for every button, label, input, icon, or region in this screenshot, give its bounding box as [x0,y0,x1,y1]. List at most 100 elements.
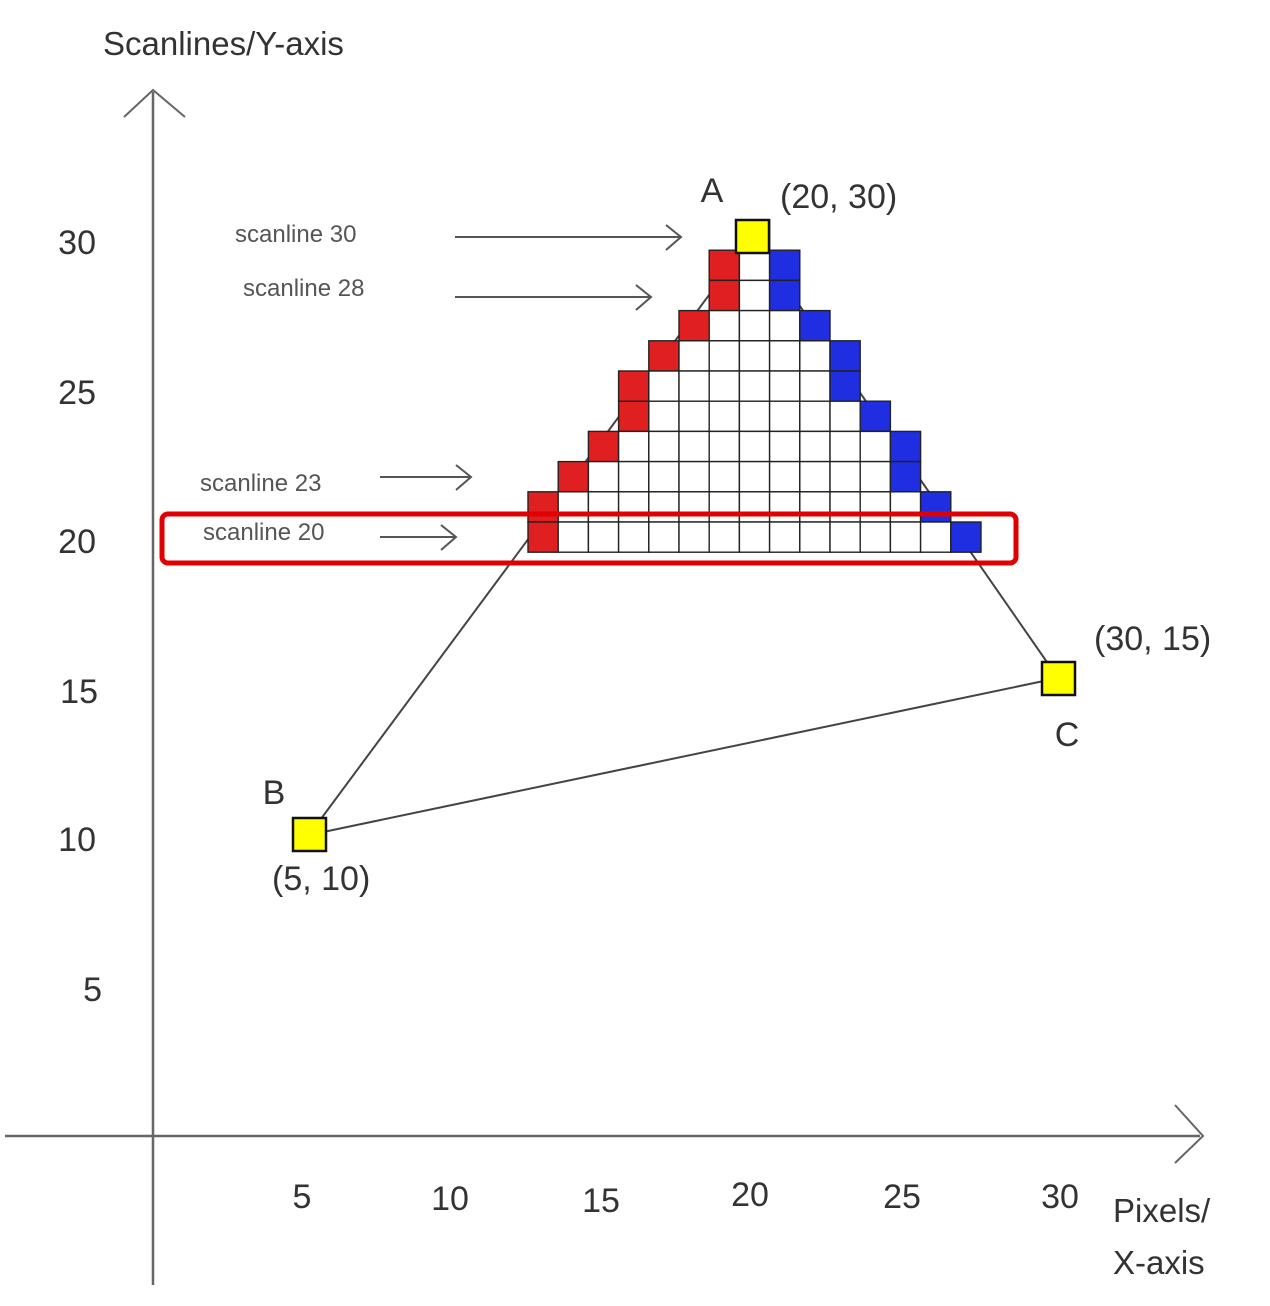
x-tick-label: 10 [431,1180,469,1218]
red-edge-pixel [648,340,680,372]
interior-pixel [648,370,680,402]
interior-pixel [768,491,801,523]
interior-pixel [738,279,771,312]
interior-pixel [557,521,590,553]
interior-pixel [859,460,892,493]
interior-pixel [738,491,771,523]
scanline-arrow-head [665,224,683,251]
y-tick-label: 15 [60,673,98,711]
vertex-a-coords: (20, 30) [780,178,897,216]
interior-pixel [708,430,741,463]
interior-pixel [799,340,831,372]
interior-pixel [889,521,922,553]
interior-pixel [768,340,801,372]
interior-pixel [829,430,861,463]
interior-pixel [768,430,801,463]
y-tick-label: 10 [58,821,96,859]
interior-pixel [799,370,831,402]
red-edge-pixel [527,491,559,523]
interior-pixel [799,521,831,553]
blue-edge-pixel [859,400,892,433]
interior-pixel [708,309,741,342]
blue-edge-pixel [768,249,801,282]
interior-pixel [678,430,710,463]
x-axis-label-line2: X-axis [1113,1244,1205,1281]
axes: Scanlines/Y-axis Pixels/ X-axis [5,25,1211,1285]
red-edge-pixel [678,309,710,342]
red-edge-pixel [708,279,741,312]
interior-pixel [678,400,710,433]
vertex-a-name: A [701,172,724,210]
interior-pixel [738,249,771,282]
interior-pixel [678,370,710,402]
interior-pixel [738,309,771,342]
interior-pixel [829,521,861,553]
x-tick-label: 15 [582,1182,620,1220]
x-axis-arrowhead [1174,1104,1205,1164]
interior-pixel [648,521,680,553]
interior-pixel [768,460,801,493]
scanline-arrow-head [455,464,473,491]
blue-edge-pixel [919,491,952,523]
vertex-c-name: C [1055,716,1080,754]
interior-pixel [829,460,861,493]
x-tick-labels: 5 10 15 20 25 30 [293,1176,1079,1220]
interior-pixel [708,460,741,493]
y-tick-label: 30 [58,224,96,262]
interior-pixel [617,491,650,523]
pixel-grid [527,219,982,553]
interior-pixel [768,309,801,342]
interior-pixel [648,491,680,523]
highlighted-scanline-box [159,511,1019,566]
blue-edge-pixel [799,309,831,342]
interior-pixel [587,521,620,553]
interior-pixel [738,340,771,372]
interior-pixel [648,400,680,433]
vertex-a-marker [734,218,771,255]
interior-pixel [587,460,620,493]
scanline-label: scanline 30 [235,221,356,248]
y-tick-label: 25 [58,374,96,412]
vertices: A (20, 30) B (5, 10) C (30, 15) [263,172,1212,898]
interior-pixel [919,521,952,553]
x-tick-label: 20 [731,1176,769,1214]
scanline-arrow-head [440,524,458,551]
red-edge-pixel [527,521,559,553]
interior-pixel [768,521,801,553]
interior-pixel [799,491,831,523]
interior-pixel [738,370,771,402]
red-edge-pixel [587,430,620,463]
red-edge-pixel [617,370,650,402]
x-tick-label: 25 [883,1178,921,1216]
interior-pixel [799,430,831,463]
interior-pixel [708,491,741,523]
interior-pixel [859,521,892,553]
interior-pixel [648,430,680,463]
x-axis-label-line1: Pixels/ [1113,1192,1211,1229]
interior-pixel [768,370,801,402]
x-tick-label: 30 [1041,1178,1079,1216]
vertex-c-coords: (30, 15) [1094,620,1211,658]
vertex-b-coords: (5, 10) [272,860,370,898]
blue-edge-pixel [768,279,801,312]
blue-edge-pixel [950,521,982,553]
interior-pixel [799,460,831,493]
interior-pixel [829,400,861,433]
scanline-label: scanline 20 [203,519,324,546]
y-axis-arrowhead [123,88,186,118]
interior-pixel [557,491,590,523]
interior-pixel [768,400,801,433]
interior-pixel [738,400,771,433]
vertex-c-marker [1040,660,1077,697]
interior-pixel [708,521,741,553]
red-edge-pixel [617,400,650,433]
interior-pixel [678,460,710,493]
interior-pixel [708,370,741,402]
blue-edge-pixel [829,370,861,402]
interior-pixel [738,430,771,463]
interior-pixel [648,460,680,493]
interior-pixel [738,521,771,553]
interior-pixel [617,430,650,463]
y-tick-labels: 30 25 20 15 10 5 [58,224,102,1009]
